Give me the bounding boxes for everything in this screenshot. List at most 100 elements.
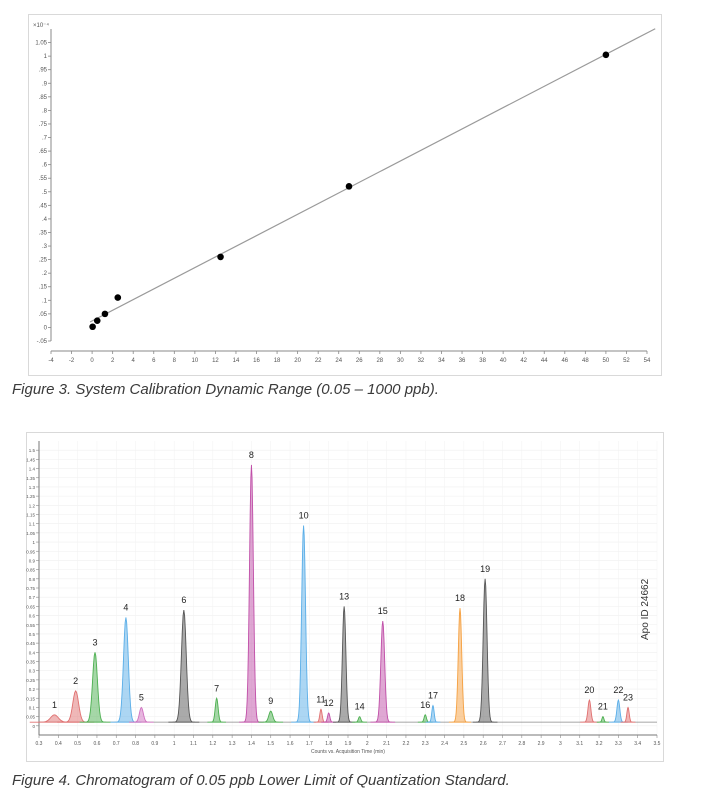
y-tick-label: 0.65 — [26, 604, 35, 609]
y-tick-label: 0 — [44, 325, 48, 331]
y-tick-label: .8 — [42, 108, 48, 114]
y-tick-label: .9 — [42, 81, 48, 87]
y-tick-label: 1.5 — [29, 448, 36, 453]
peak-label: 17 — [428, 691, 438, 701]
calibration-point — [217, 253, 224, 261]
calibration-point — [345, 183, 353, 190]
y-tick-label: 0.2 — [29, 687, 36, 692]
x-tick-label: 1.1 — [190, 741, 197, 747]
y-tick-label: .5 — [42, 190, 48, 196]
y-multiplier-label: ×10⁻⁴ — [33, 22, 49, 29]
x-tick-label: 20 — [294, 358, 301, 364]
chromatogram-peak — [258, 710, 284, 723]
chromatogram-peak — [291, 525, 316, 723]
y-tick-label: .6 — [42, 163, 48, 169]
x-tick-label: 2.7 — [499, 741, 506, 747]
x-tick-label: 1 — [173, 741, 176, 747]
chromatogram-peak — [57, 690, 95, 723]
y-tick-label: 1.45 — [26, 457, 35, 462]
x-tick-label: 2.3 — [422, 741, 429, 747]
x-tick-label: 22 — [315, 358, 322, 364]
peak-label: 21 — [598, 702, 608, 712]
x-tick-label: 34 — [438, 358, 445, 364]
peak-label: 22 — [613, 685, 623, 695]
x-tick-label: 1.6 — [287, 741, 294, 747]
x-tick-label: 46 — [561, 358, 568, 364]
y-tick-label: 0.05 — [26, 715, 35, 720]
calibration-point — [114, 294, 122, 301]
chromatogram-peak — [129, 706, 154, 723]
peak-label: 19 — [480, 564, 490, 574]
x-tick-label: 0.5 — [74, 741, 81, 747]
y-tick-label: 0.75 — [26, 586, 35, 591]
x-tick-label: 12 — [212, 358, 219, 364]
chromatogram-peak — [472, 578, 498, 723]
y-tick-label: 0.85 — [26, 568, 35, 573]
chromatogram-peak — [352, 716, 367, 723]
x-tick-label: 1.2 — [209, 741, 216, 747]
peak-label: 23 — [623, 692, 633, 702]
x-tick-label: 2.9 — [538, 741, 545, 747]
peak-label: 2 — [73, 676, 78, 686]
x-tick-label: 2 — [366, 741, 369, 747]
y-tick-label: 1 — [32, 540, 35, 545]
y-tick-label: 0.15 — [26, 696, 35, 701]
x-tick-label: 0.3 — [36, 741, 43, 747]
x-tick-label: 3.2 — [596, 741, 603, 747]
peak-label: 8 — [249, 450, 254, 460]
x-tick-label: 0.4 — [55, 741, 62, 747]
peak-label: 10 — [299, 511, 309, 521]
chromatogram-peak — [110, 617, 142, 723]
y-tick-label: .4 — [42, 217, 48, 223]
x-tick-label: 8 — [173, 358, 177, 364]
peak-label: 6 — [181, 595, 186, 605]
calibration-point — [93, 317, 101, 324]
y-tick-label: 0.25 — [26, 678, 35, 683]
x-tick-label: 3.1 — [576, 741, 583, 747]
x-tick-label: 32 — [418, 358, 425, 364]
chromatogram-peak — [620, 706, 636, 723]
y-tick-label: 1.1 — [29, 522, 36, 527]
y-tick-label: .15 — [39, 285, 48, 291]
chromatogram-chart: 00.050.10.150.20.250.30.350.40.450.50.55… — [26, 441, 661, 755]
x-axis-title: Counts vs. Acquisition Time (min) — [311, 749, 385, 755]
x-tick-label: 2.5 — [460, 741, 467, 747]
y-tick-label: 1.05 — [26, 531, 35, 536]
x-tick-label: 38 — [479, 358, 486, 364]
y-tick-label: .05 — [39, 312, 48, 318]
y-tick-label: .95 — [39, 68, 48, 74]
x-tick-label: 36 — [459, 358, 466, 364]
x-tick-label: 28 — [376, 358, 383, 364]
x-tick-label: 2.1 — [383, 741, 390, 747]
x-tick-label: 0.7 — [113, 741, 120, 747]
y-tick-label: -.05 — [37, 339, 48, 345]
y-tick-label: 0.95 — [26, 549, 35, 554]
peak-label: 20 — [584, 685, 594, 695]
figure-4-caption: Figure 4. Chromatogram of 0.05 ppb Lower… — [12, 772, 510, 789]
chromatogram-peak — [609, 698, 628, 723]
y-tick-label: .65 — [39, 149, 48, 155]
x-tick-label: 0 — [90, 358, 94, 364]
x-tick-label: 1.9 — [345, 741, 352, 747]
chromatogram-chart-panel: 0 0.05 0.1 0.15 0.2 0.25 0.3 0.35 0.4 0.45 0.5 0.55… — [26, 432, 664, 762]
y-tick-label: .45 — [39, 203, 48, 209]
y-tick-label: .85 — [39, 95, 48, 101]
peak-label: 13 — [339, 591, 349, 601]
x-tick-label: 50 — [603, 358, 610, 364]
calibration-chart-panel: ×10⁻⁴ -.05 0 .05 .1 .15 .2 .25 .3 .35 .4 .45 .5 .55 .6… — [28, 14, 662, 376]
peak-label: 4 — [123, 602, 128, 612]
x-tick-label: 0.9 — [151, 741, 158, 747]
y-tick-label: .2 — [42, 271, 48, 277]
x-tick-label: 2 — [111, 358, 115, 364]
x-tick-label: 18 — [274, 358, 281, 364]
y-tick-label: 0.8 — [29, 577, 36, 582]
peak-label: 3 — [92, 637, 97, 647]
chromatogram-peak — [370, 621, 396, 723]
y-tick-label: 1.15 — [26, 513, 35, 518]
chromatogram-peak — [333, 606, 356, 723]
x-tick-label: 48 — [582, 358, 589, 364]
x-tick-label: 1.4 — [248, 741, 255, 747]
y-tick-label: .3 — [42, 244, 48, 250]
chromatogram-peak — [425, 704, 441, 723]
calibration-chart: ×10⁻⁴ -.05 0 .05 .1 .15 .2 .25 .3 .35 .4 .45 .5 .55 .6… — [33, 22, 656, 364]
